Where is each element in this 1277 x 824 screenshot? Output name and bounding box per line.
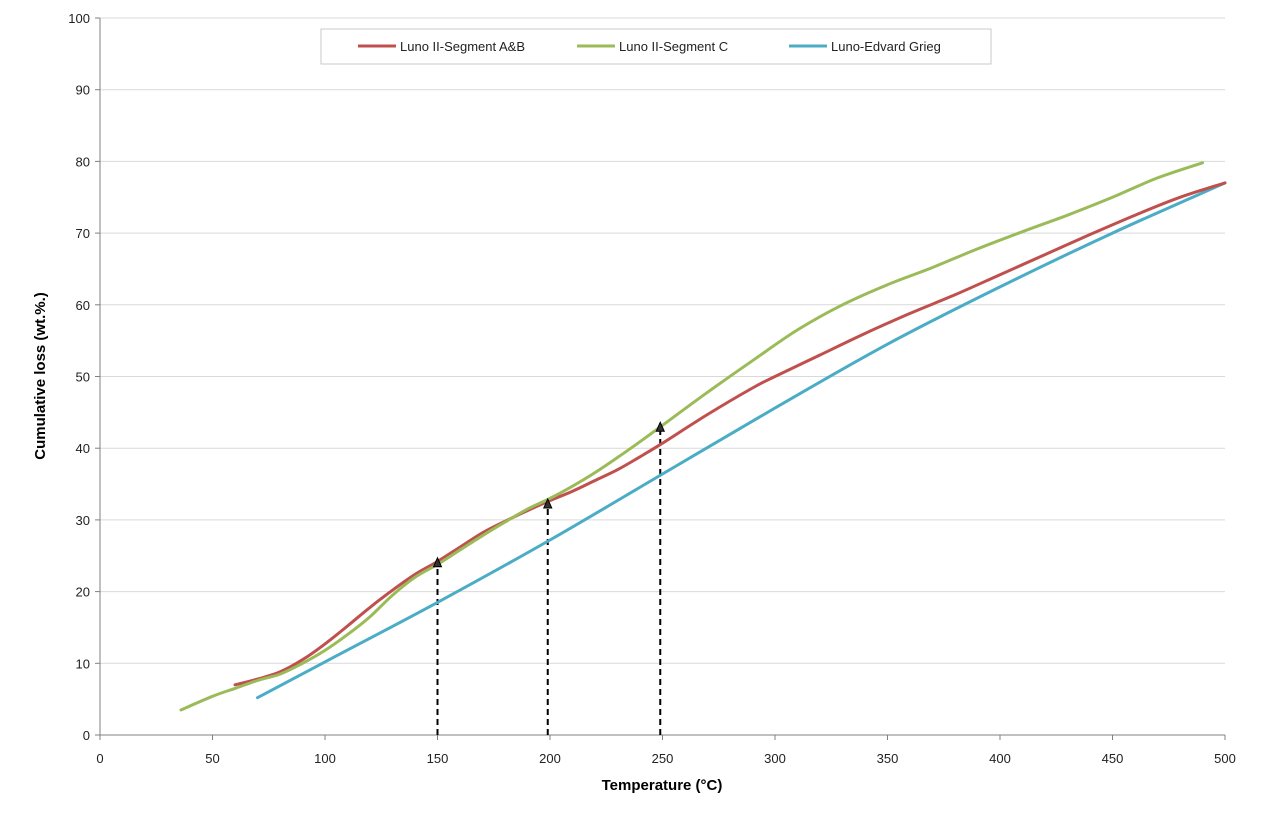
- y-tick-label: 90: [76, 83, 90, 98]
- legend-label: Luno II-Segment C: [619, 39, 728, 54]
- series-line-2: [256, 181, 1227, 700]
- legend: Luno II-Segment A&B Luno II-Segment C Luno…: [320, 28, 992, 65]
- y-tick-label: 100: [68, 11, 90, 26]
- legend-label: Luno II-Segment A&B: [400, 39, 525, 54]
- axes: [95, 17, 1226, 740]
- x-axis-title: Temperature (°C): [602, 777, 723, 794]
- x-tick-label: 500: [1214, 751, 1236, 766]
- x-tick-label: 250: [652, 751, 674, 766]
- marker-triangle: [542, 497, 553, 509]
- x-tick-label: 0: [96, 751, 103, 766]
- y-tick-label: 60: [76, 298, 90, 313]
- series-line-1: [179, 161, 1204, 712]
- y-tick-label: 30: [76, 513, 90, 528]
- x-tick-labels: 0 50 100 150 200 250 300 350 400 450 500: [96, 751, 1235, 766]
- x-tick-label: 300: [764, 751, 786, 766]
- x-tick-label: 350: [877, 751, 899, 766]
- marker-drop-lines: [436, 425, 662, 735]
- y-tick-label: 20: [76, 585, 90, 600]
- y-tick-labels: 0 10 20 30 40 50 60 70 80 90 100: [68, 11, 90, 743]
- x-tick-label: 400: [989, 751, 1011, 766]
- y-tick-label: 40: [76, 441, 90, 456]
- series-line-0: [233, 181, 1227, 687]
- markers: [432, 421, 666, 568]
- y-tick-label: 50: [76, 370, 90, 385]
- marker-triangle: [432, 556, 443, 568]
- grid-lines: [100, 17, 1225, 664]
- y-tick-label: 10: [76, 656, 90, 671]
- x-tick-label: 450: [1102, 751, 1124, 766]
- x-tick-label: 100: [314, 751, 336, 766]
- series-lines: [179, 161, 1227, 712]
- y-tick-label: 70: [76, 226, 90, 241]
- marker-triangle: [655, 421, 666, 432]
- x-tick-label: 150: [427, 751, 449, 766]
- y-tick-label: 0: [83, 728, 90, 743]
- x-tick-label: 200: [539, 751, 561, 766]
- legend-box: [320, 28, 992, 65]
- legend-label: Luno-Edvard Grieg: [831, 39, 941, 54]
- y-tick-label: 80: [76, 154, 90, 169]
- x-tick-label: 50: [205, 751, 219, 766]
- y-axis-title: Cumulative loss (wt.%.): [32, 292, 49, 460]
